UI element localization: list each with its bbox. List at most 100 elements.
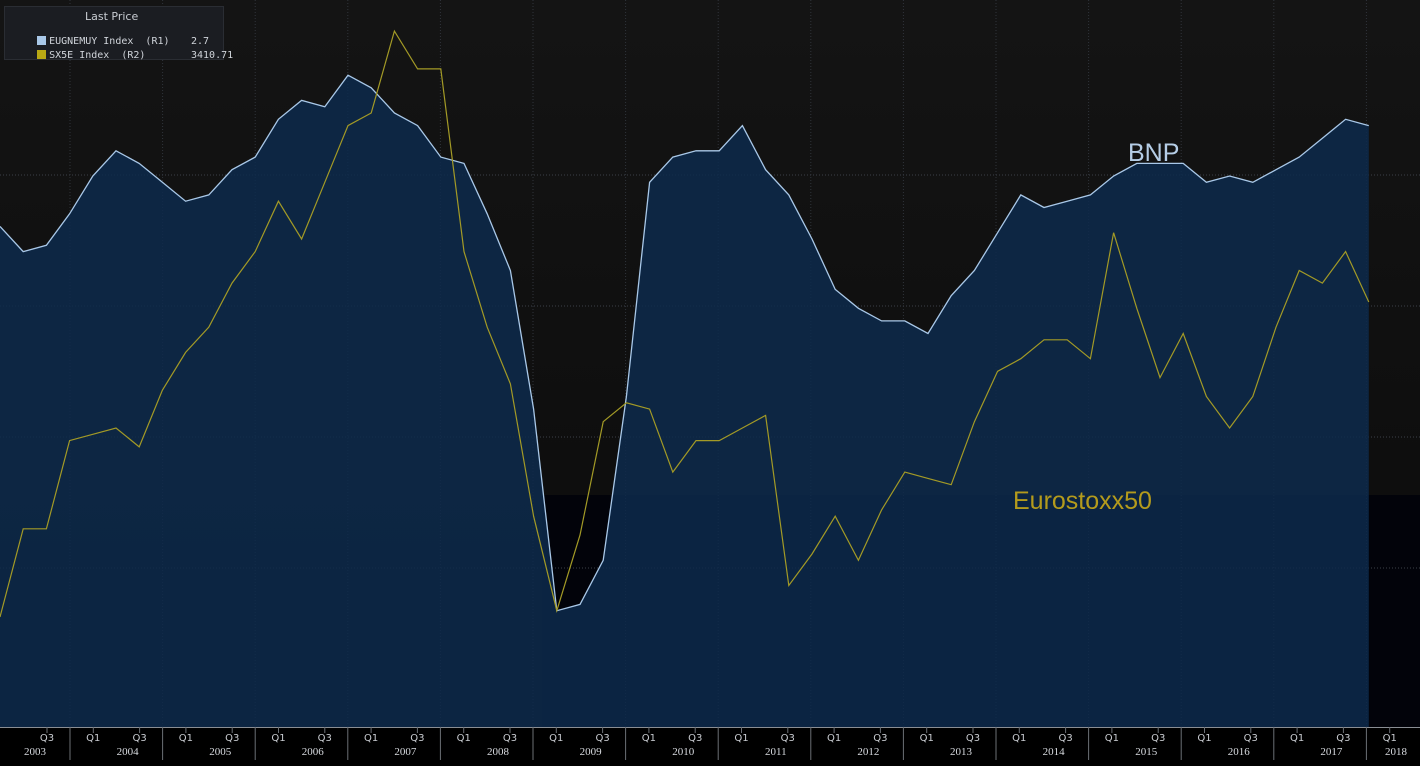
bnp-point xyxy=(463,163,465,165)
bnp-point xyxy=(115,150,117,152)
bnp-line xyxy=(0,74,1369,612)
eurostoxx-point xyxy=(742,427,744,429)
x-tick-quarter: Q3 xyxy=(1058,733,1072,744)
bnp-point xyxy=(138,163,140,165)
legend-label-sx5e: SX5E Index (R2) xyxy=(49,50,146,61)
eurostoxx-point xyxy=(138,446,140,448)
eurostoxx-point xyxy=(1345,251,1347,253)
eurostoxx-point xyxy=(486,326,488,328)
x-tick-quarter: Q3 xyxy=(410,733,424,744)
x-tick-quarter: Q1 xyxy=(364,733,378,744)
bnp-point xyxy=(510,270,512,272)
eurostoxx-point xyxy=(1066,339,1068,341)
bnp-point xyxy=(788,194,790,196)
bnp-point xyxy=(1345,119,1347,121)
bnp-point xyxy=(718,150,720,152)
eurostoxx-point xyxy=(92,434,94,436)
bnp-point xyxy=(672,156,674,158)
bnp-point xyxy=(22,251,24,253)
x-tick-quarter: Q3 xyxy=(40,733,54,744)
eurostoxx-point xyxy=(1368,301,1370,303)
legend-item-sx5e: SX5E Index (R2) 3410.71 xyxy=(13,39,233,61)
eurostoxx-point xyxy=(997,371,999,373)
eurostoxx-point xyxy=(579,534,581,536)
eurostoxx-point xyxy=(1020,358,1022,360)
x-tick-quarter: Q1 xyxy=(457,733,471,744)
x-tick-quarter: Q3 xyxy=(873,733,887,744)
x-tick-quarter: Q3 xyxy=(1244,733,1258,744)
eurostoxx-point xyxy=(811,553,813,555)
bnp-area-fill xyxy=(0,75,1369,727)
x-tick-quarter: Q1 xyxy=(179,733,193,744)
x-tick-quarter: Q1 xyxy=(920,733,934,744)
legend-label-bnp: EUGNEMUY Index (R1) xyxy=(49,36,170,47)
bnp-point xyxy=(1090,194,1092,196)
bnp-area-series xyxy=(0,74,1370,727)
eurostoxx-point xyxy=(950,484,952,486)
x-tick-quarter: Q3 xyxy=(595,733,609,744)
bnp-point xyxy=(811,238,813,240)
bnp-point xyxy=(301,100,303,102)
bnp-point xyxy=(208,194,210,196)
x-tick-quarter: Q1 xyxy=(86,733,100,744)
eurostoxx-point xyxy=(1159,377,1161,379)
x-tick-year: 2005 xyxy=(209,746,232,758)
x-tick-quarter: Q1 xyxy=(1012,733,1026,744)
eurostoxx-point xyxy=(1298,270,1300,272)
eurostoxx-point xyxy=(185,352,187,354)
eurostoxx-point xyxy=(254,251,256,253)
bnp-point xyxy=(1182,163,1184,165)
x-tick-quarter: Q1 xyxy=(271,733,285,744)
bnp-point xyxy=(927,333,929,335)
bnp-point xyxy=(1066,200,1068,202)
bnp-point xyxy=(1113,175,1115,177)
bnp-point xyxy=(881,320,883,322)
eurostoxx-point xyxy=(649,408,651,410)
bnp-point xyxy=(1043,207,1045,209)
bnp-point xyxy=(1368,125,1370,127)
bnp-point xyxy=(347,74,349,76)
legend-swatch-bnp xyxy=(37,36,47,45)
eurostoxx-point xyxy=(626,402,628,404)
x-tick-year: 2008 xyxy=(487,746,510,758)
eurostoxx-point xyxy=(858,560,860,562)
bnp-point xyxy=(742,125,744,127)
eurostoxx-point xyxy=(1043,339,1045,341)
x-tick-quarter: Q3 xyxy=(688,733,702,744)
eurostoxx-point xyxy=(602,421,604,423)
eurostoxx-point xyxy=(162,389,164,391)
legend-title: Last Price xyxy=(85,10,139,23)
eurostoxx-point xyxy=(695,440,697,442)
bnp-point xyxy=(533,408,535,410)
eurostoxx-line-series xyxy=(0,29,1370,618)
bnp-point xyxy=(974,270,976,272)
eurostoxx-point xyxy=(834,515,836,517)
eurostoxx-point xyxy=(1206,396,1208,398)
eurostoxx-point xyxy=(370,112,372,114)
bnp-point xyxy=(46,245,48,247)
eurostoxx-point xyxy=(1229,427,1231,429)
bnp-point xyxy=(324,106,326,108)
x-tick-year: 2010 xyxy=(672,746,695,758)
x-tick-quarter: Q1 xyxy=(734,733,748,744)
bnp-point xyxy=(649,182,651,184)
eurostoxx-point xyxy=(278,200,280,202)
bnp-point xyxy=(1206,182,1208,184)
x-tick-quarter: Q3 xyxy=(503,733,517,744)
legend-value-sx5e: 3410.71 xyxy=(191,50,234,61)
bnp-point xyxy=(1298,156,1300,158)
eurostoxx-point xyxy=(788,585,790,587)
x-tick-year: 2018 xyxy=(1385,746,1408,758)
x-tick-year: 2017 xyxy=(1320,746,1343,758)
x-tick-quarter: Q3 xyxy=(1336,733,1350,744)
x-tick-year: 2011 xyxy=(765,746,787,758)
x-tick-quarter: Q3 xyxy=(132,733,146,744)
x-tick-quarter: Q1 xyxy=(642,733,656,744)
bnp-point xyxy=(185,200,187,202)
x-tick-year: 2016 xyxy=(1228,746,1251,758)
eurostoxx-point xyxy=(927,478,929,480)
bnp-point xyxy=(904,320,906,322)
eurostoxx-point xyxy=(22,528,24,530)
bnp-point xyxy=(278,119,280,121)
bnp-point xyxy=(394,112,396,114)
